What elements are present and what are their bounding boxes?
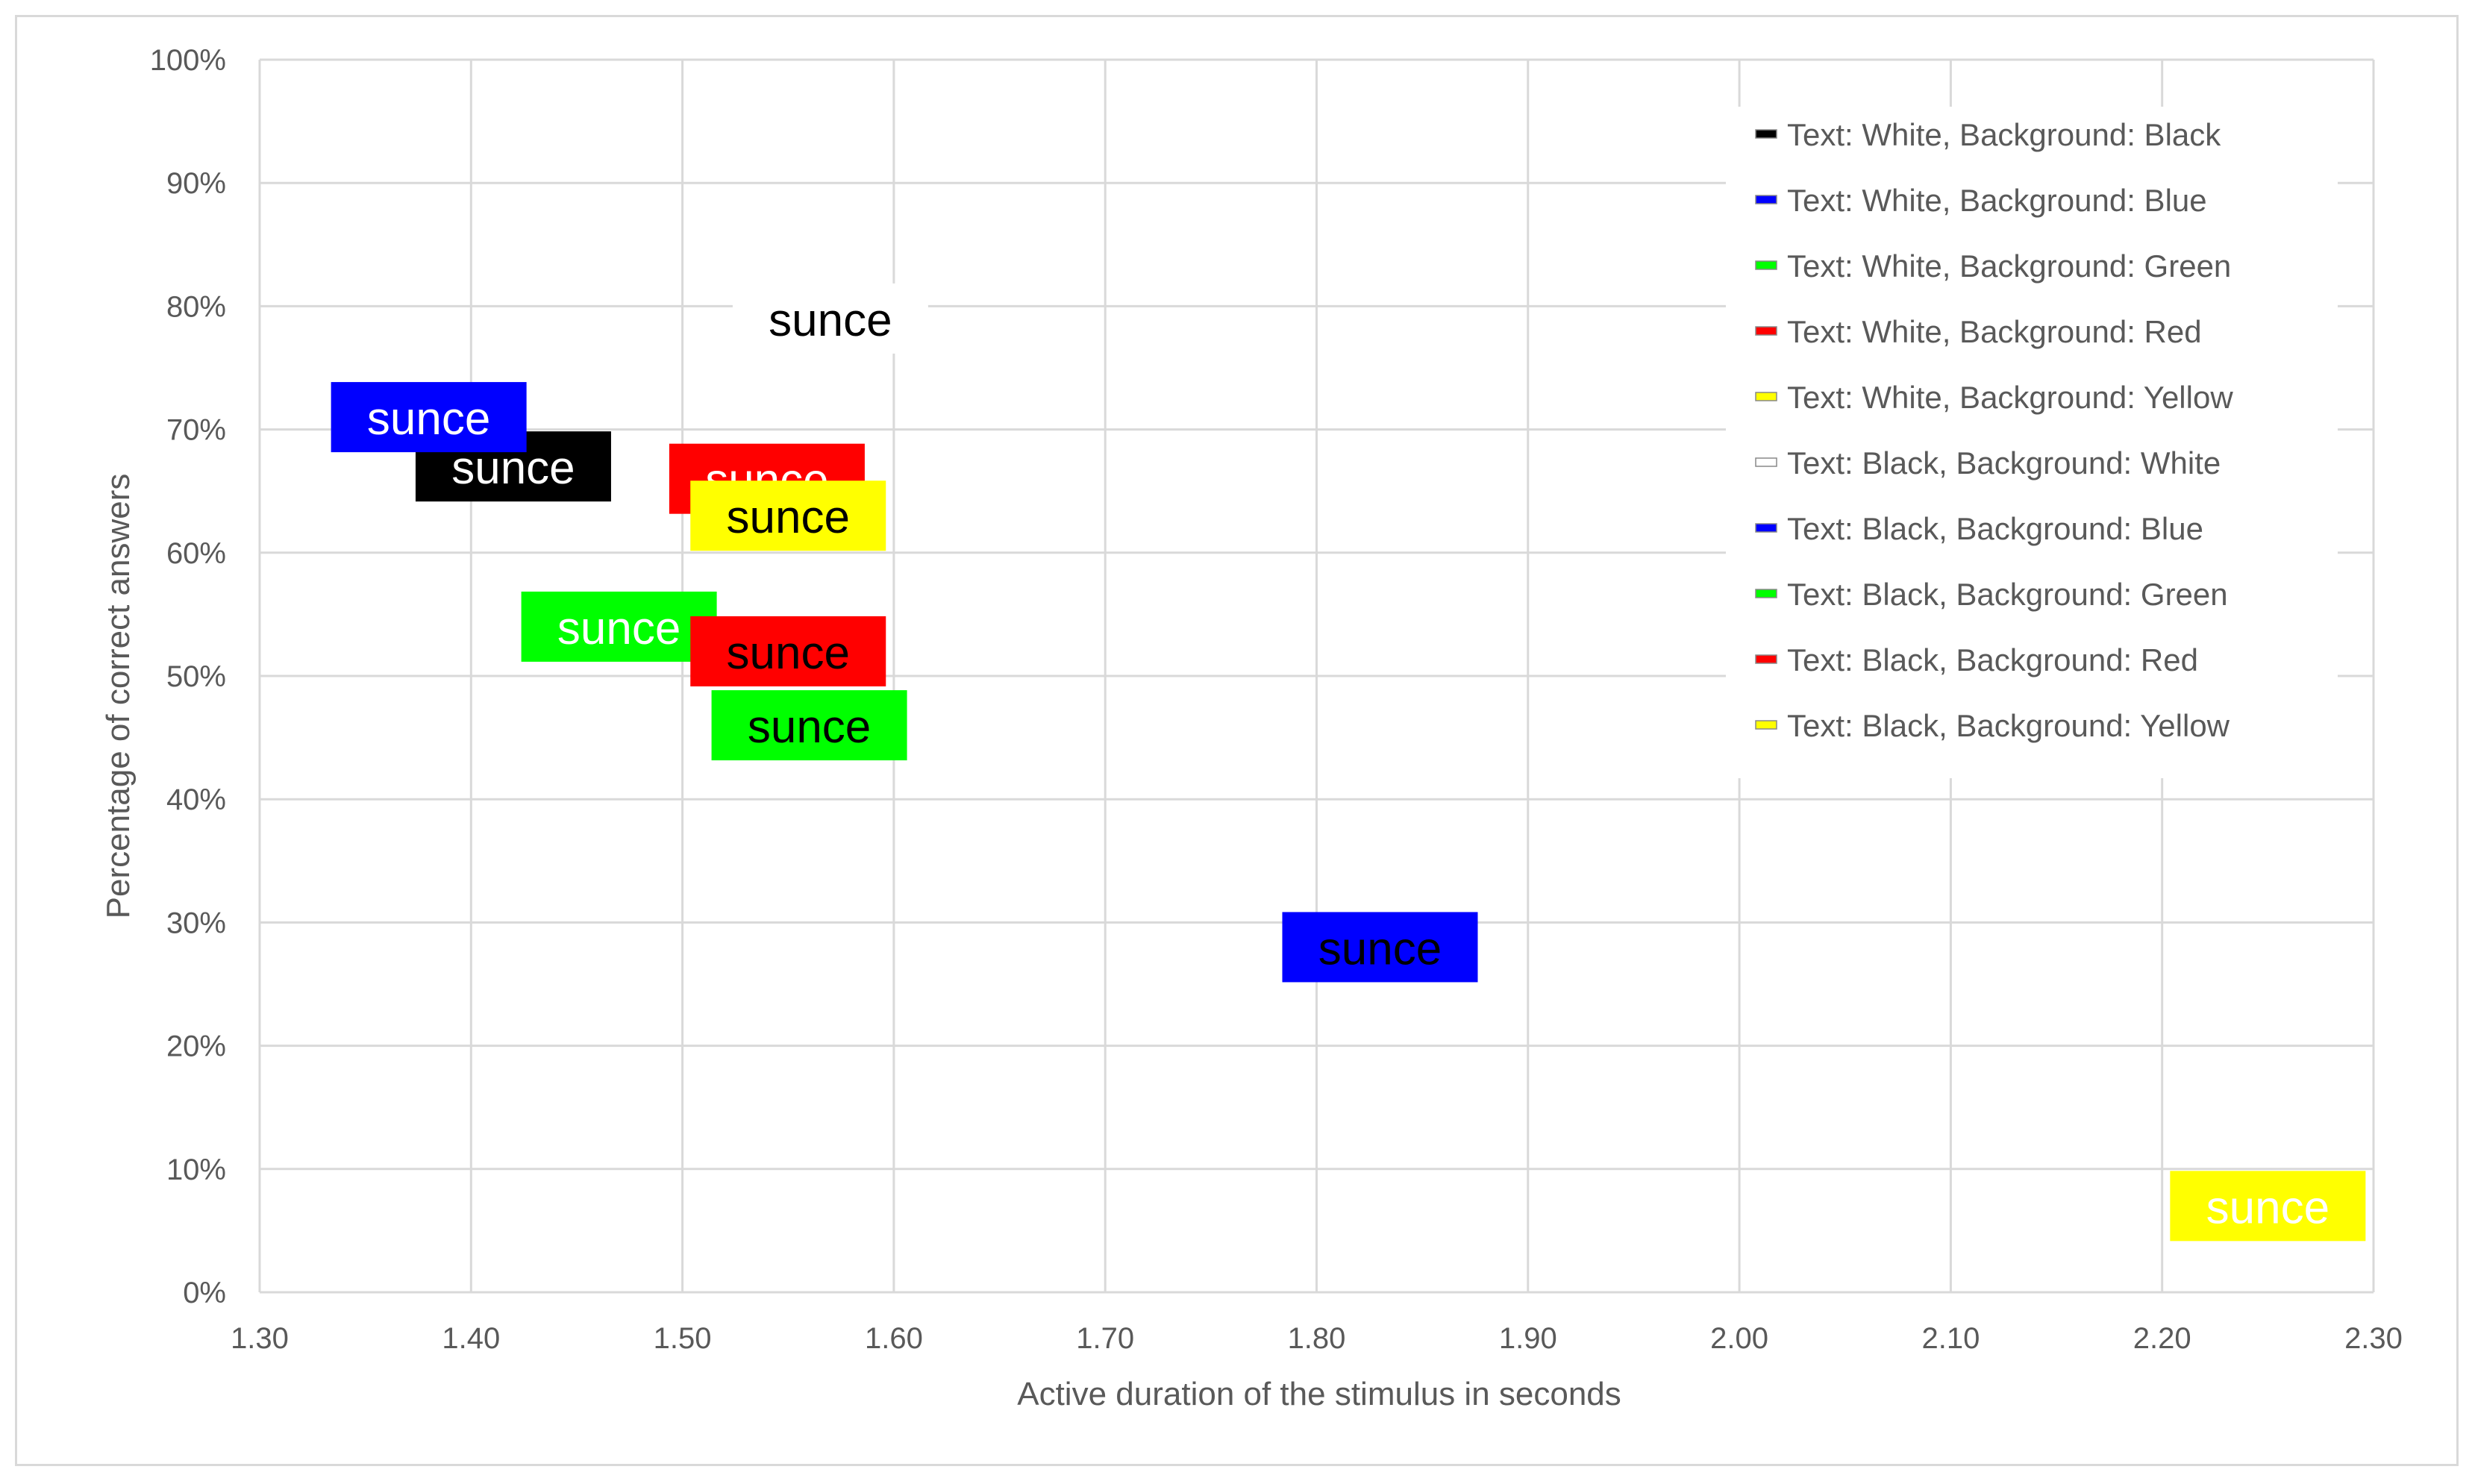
y-tick-label: 60% (166, 537, 226, 570)
x-tick-label: 1.90 (1499, 1322, 1557, 1355)
x-tick-label: 2.00 (1710, 1322, 1768, 1355)
legend-swatch (1755, 523, 1777, 533)
legend-entry-label: Text: Black, Background: Green (1787, 577, 2228, 612)
y-tick-label: 90% (166, 167, 226, 200)
legend-swatch (1755, 195, 1777, 204)
data-marker (521, 591, 717, 662)
legend: Text: White, Background: Black Text: Whit… (1726, 107, 2338, 778)
y-tick-label: 50% (166, 660, 226, 693)
legend-entry-label: Text: White, Background: Green (1787, 248, 2231, 284)
x-tick-label: 2.10 (1921, 1322, 1980, 1355)
y-tick-label: 30% (166, 907, 226, 939)
x-tick-label: 2.30 (2344, 1322, 2403, 1355)
data-marker-label: sunce (2206, 1182, 2329, 1233)
legend-swatch (1755, 654, 1777, 664)
y-tick-label: 70% (166, 414, 226, 447)
legend-entry-label: Text: Black, Background: White (1787, 445, 2221, 480)
data-marker (711, 690, 907, 761)
legend-swatch (1755, 326, 1777, 336)
legend-entry-label: Text: White, Background: Red (1787, 314, 2202, 349)
y-tick-label: 100% (150, 44, 226, 77)
legend-swatch (1755, 720, 1777, 730)
data-marker-label: sunce (727, 492, 850, 543)
chart-frame: 1.30 1.40 1.50 1.60 1.70 1.80 1.90 2.00 2.10 2.20… (15, 15, 2459, 1466)
x-tick-label: 1.40 (442, 1322, 500, 1355)
x-tick-label: 1.70 (1076, 1322, 1134, 1355)
data-marker-label: sunce (769, 295, 892, 346)
legend-entry-label: Text: White, Background: Black (1787, 117, 2221, 152)
legend-swatch (1755, 392, 1777, 401)
x-tick-label: 1.80 (1288, 1322, 1346, 1355)
axes: 1.30 1.40 1.50 1.60 1.70 1.80 1.90 2.00 2.10 2.20… (150, 44, 2403, 1355)
y-tick-label: 80% (166, 290, 226, 323)
legend-swatch (1755, 457, 1777, 467)
x-tick-label: 1.30 (231, 1322, 289, 1355)
legend-entry-label: Text: Black, Background: Yellow (1787, 708, 2230, 743)
legend-background (1726, 107, 2338, 778)
data-marker (690, 480, 886, 551)
y-tick-label: 0% (183, 1277, 226, 1309)
gridlines (258, 58, 2375, 1294)
x-axis-title: Active duration of the stimulus in secon… (1017, 1376, 1621, 1412)
legend-swatch (1755, 260, 1777, 270)
y-axis-title: Percentage of correct answers (100, 474, 137, 919)
data-marker-label: sunce (557, 603, 680, 654)
y-tick-label: 20% (166, 1030, 226, 1063)
data-marker-label: sunce (367, 393, 490, 445)
data-marker (690, 616, 886, 686)
legend-swatch (1755, 129, 1777, 139)
data-marker-label: sunce (1318, 923, 1442, 974)
data-marker-label: sunce (727, 627, 850, 679)
legend-entry-label: Text: Black, Background: Red (1787, 642, 2198, 677)
x-tick-label: 1.50 (654, 1322, 712, 1355)
legend-entry-label: Text: Black, Background: Blue (1787, 511, 2203, 546)
data-markers: sunce sunce sunce sunce sunce sunce sunce sunce… (331, 283, 2366, 1242)
legend-entry-label: Text: White, Background: Blue (1787, 183, 2207, 218)
legend-entry-label: Text: White, Background: Yellow (1787, 380, 2233, 415)
data-marker-label: sunce (748, 701, 871, 753)
data-marker (1282, 912, 1478, 983)
data-marker (2170, 1171, 2366, 1242)
x-tick-label: 2.20 (2133, 1322, 2191, 1355)
data-marker (732, 283, 928, 354)
data-marker (331, 382, 527, 453)
y-tick-label: 10% (166, 1153, 226, 1186)
x-tick-label: 1.60 (865, 1322, 923, 1355)
scatter-chart: 1.30 1.40 1.50 1.60 1.70 1.80 1.90 2.00 2.10 2.20… (100, 44, 2403, 1412)
y-tick-label: 40% (166, 783, 226, 816)
legend-swatch (1755, 589, 1777, 598)
